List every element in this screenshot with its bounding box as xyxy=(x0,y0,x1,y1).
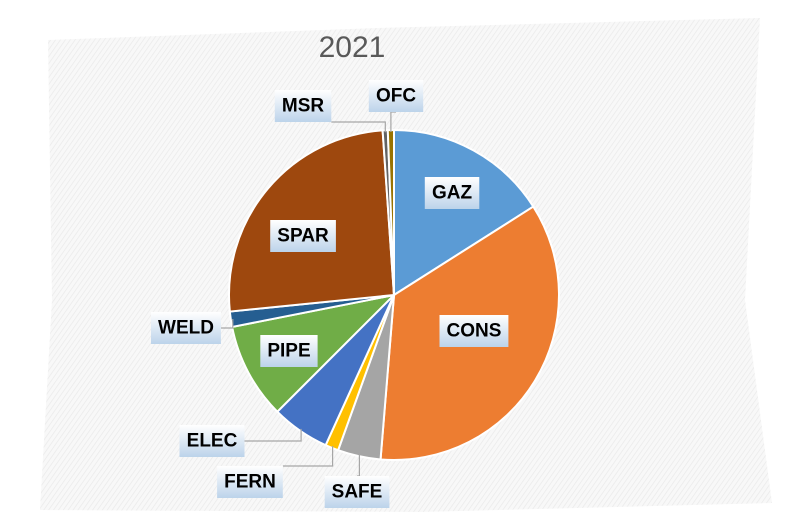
slice-label-fern: FERN xyxy=(224,472,276,493)
slice-label-box-weld xyxy=(151,312,221,344)
slice-label-weld: WELD xyxy=(158,318,214,339)
slice-label-box-gaz xyxy=(424,177,480,209)
slice-label-box-ofc xyxy=(368,80,424,112)
slice-label-msr: MSR xyxy=(282,96,325,117)
slice-label-box-pipe xyxy=(260,335,318,367)
slice-label-box-safe xyxy=(324,476,390,508)
leader-line-elec xyxy=(244,428,302,442)
slice-label-cons: CONS xyxy=(447,321,502,342)
pie-slices xyxy=(228,128,560,461)
slice-label-pipe: PIPE xyxy=(267,341,310,362)
pie-slice-gaz xyxy=(393,128,535,297)
slice-label-safe: SAFE xyxy=(332,482,383,503)
slice-label-elec: ELEC xyxy=(187,431,238,452)
chart-title: 2021 xyxy=(319,31,386,64)
slice-label-box-fern xyxy=(217,466,283,498)
slice-labels: GAZ CONS SAFE FERN ELEC PIPE WELD SPAR MSR OFC xyxy=(151,80,509,508)
slice-label-gaz: GAZ xyxy=(432,183,473,204)
leader-line-msr xyxy=(331,121,386,133)
leader-line-fern xyxy=(282,446,334,467)
slice-label-box-spar xyxy=(270,220,336,252)
slice-label-spar: SPAR xyxy=(277,226,329,247)
slice-label-ofc: OFC xyxy=(376,86,416,107)
slice-label-box-msr xyxy=(274,90,332,122)
slice-label-box-cons xyxy=(439,315,509,347)
leader-line-weld xyxy=(221,319,234,329)
slice-label-box-elec xyxy=(179,425,245,457)
